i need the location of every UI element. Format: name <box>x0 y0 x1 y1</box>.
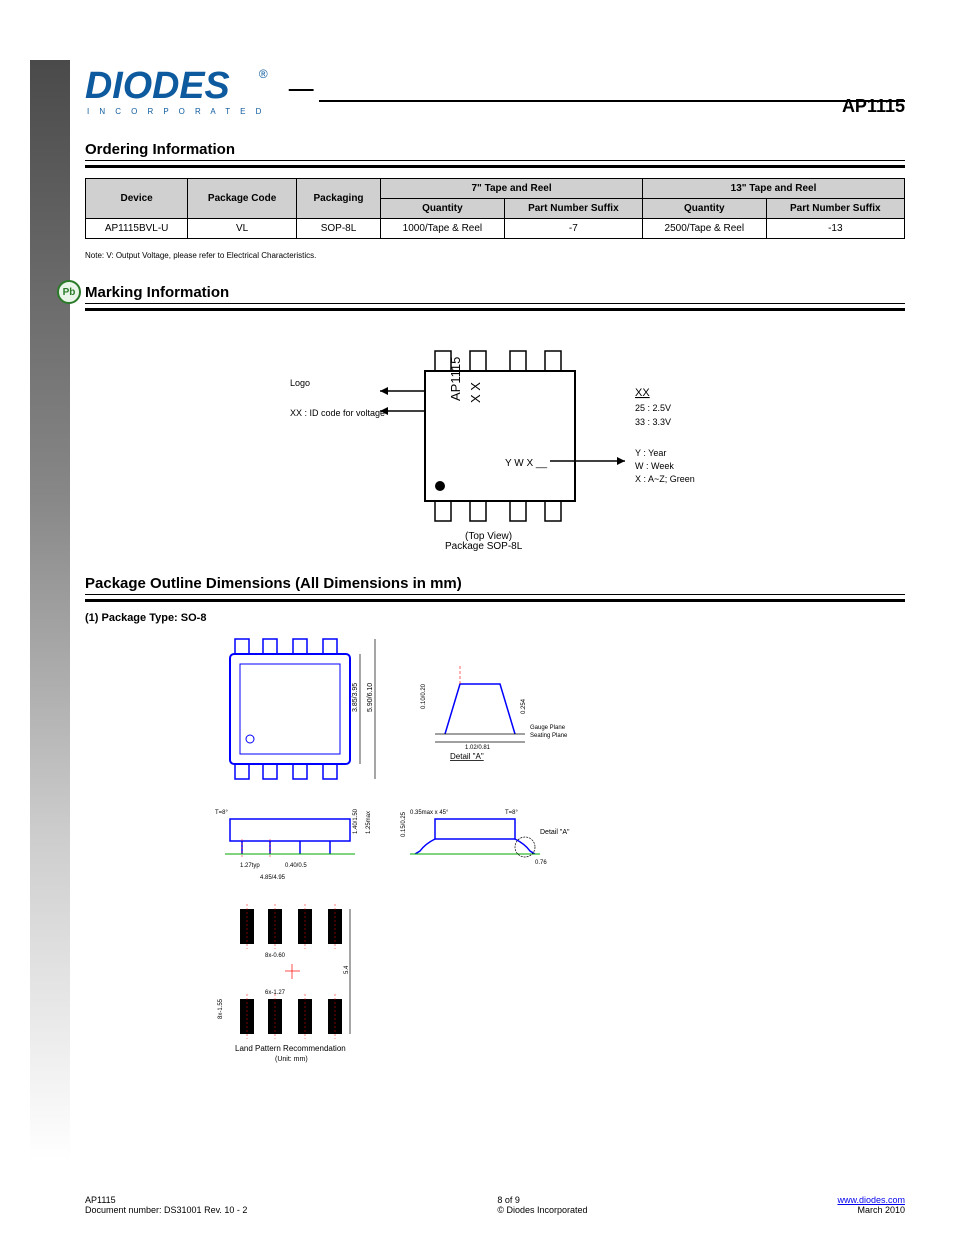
th-qty-13: Quantity <box>643 199 767 219</box>
dim-body-w: 3.85/3.95 <box>352 683 359 712</box>
cell-qty7: 1000/Tape & Reel <box>381 219 505 239</box>
dim-body-len: 4.85/4.95 <box>260 875 286 881</box>
th-suffix-13: Part Number Suffix <box>766 199 904 219</box>
cell-packaging: SOP-8L <box>296 219 380 239</box>
footer-copyright: © Diodes Incorporated <box>497 1205 587 1215</box>
footer-right: www.diodes.com March 2010 <box>837 1195 905 1215</box>
chip-text-xx: X X <box>468 382 483 403</box>
svg-text:®: ® <box>259 67 268 81</box>
marking-diagram: AP1115 X X Y W X __ Logo XX : ID code fo… <box>85 331 905 551</box>
th-reel7: 7" Tape and Reel <box>381 179 643 199</box>
dim-h2: 1.25max <box>366 811 372 834</box>
logo-text: DIODES <box>85 65 230 107</box>
ordering-title: Ordering Information <box>85 141 905 161</box>
main-content: DIODES ® I N C O R P O R A T E D AP1115 … <box>85 58 905 1069</box>
cell-qty13: 2500/Tape & Reel <box>643 219 767 239</box>
package-drawing: 3.85/3.95 5.90/6.10 0.10/0.20 1.02/0.81 … <box>215 634 905 1069</box>
th-device: Device <box>86 179 188 219</box>
footer-date: March 2010 <box>837 1205 905 1215</box>
detail-a-label: Detail "A" <box>450 752 484 761</box>
svg-text:Seating Plane: Seating Plane <box>530 733 568 739</box>
footer-page: 8 of 9 <box>497 1195 587 1205</box>
table-row: AP1115BVL-U VL SOP-8L 1000/Tape & Reel -… <box>86 219 905 239</box>
order-note: Note: V: Output Voltage, please refer to… <box>85 251 905 260</box>
th-packaging: Packaging <box>296 179 380 219</box>
dim-pad-pitch: 6x-1.27 <box>265 990 286 996</box>
dim-gap: 5.4 <box>344 965 350 974</box>
th-reel13: 13" Tape and Reel <box>643 179 905 199</box>
th-suffix-7: Part Number Suffix <box>504 199 642 219</box>
label-w: W : Week <box>635 461 674 471</box>
dim-pad-len: 8x-1.55 <box>218 998 224 1019</box>
package-title-rule <box>85 599 905 602</box>
left-gradient-bar <box>30 60 70 1160</box>
package-subtitle: (1) Package Type: SO-8 <box>85 612 905 624</box>
header-rule <box>319 100 905 102</box>
footer-product: AP1115 <box>85 1195 247 1205</box>
land-title: Land Pattern Recommendation <box>235 1044 346 1053</box>
label-y: Y : Year <box>635 448 666 458</box>
cell-suffix7: -7 <box>504 219 642 239</box>
ordering-table: Device Package Code Packaging 7" Tape an… <box>85 178 905 239</box>
dim-lead: 0.40/0.5 <box>285 863 307 869</box>
package-title: Package Outline Dimensions (All Dimensio… <box>85 575 905 595</box>
dim-lead2: 0.15/0.25 <box>401 811 407 837</box>
label-logo: Logo <box>290 378 310 388</box>
marking-title-rule <box>85 308 905 311</box>
footer-left: AP1115 Document number: DS31001 Rev. 10 … <box>85 1195 247 1215</box>
diodes-logo: DIODES ® I N C O R P O R A T E D <box>85 58 314 128</box>
footer-doc: Document number: DS31001 Rev. 10 - 2 <box>85 1205 247 1215</box>
gauge-plane: Gauge Plane <box>530 725 566 731</box>
logo-area: DIODES ® I N C O R P O R A T E D <box>85 58 905 128</box>
dim-h1: 1.40/1.50 <box>353 808 359 834</box>
dim-pitch: 1.27typ <box>240 863 260 869</box>
footer-url[interactable]: www.diodes.com <box>837 1195 905 1205</box>
marking-svg: AP1115 X X Y W X __ Logo XX : ID code fo… <box>245 331 745 551</box>
page-footer: AP1115 Document number: DS31001 Rev. 10 … <box>85 1195 905 1215</box>
dim-d3: 0.254 <box>521 698 527 714</box>
dim-chamfer: 0.35max x 45° <box>410 810 449 816</box>
cell-device: AP1115BVL-U <box>86 219 188 239</box>
chip-text-ap1115: AP1115 <box>448 357 463 401</box>
cell-suffix13: -13 <box>766 219 904 239</box>
label-25v: 25 : 2.5V <box>635 403 671 413</box>
dim-radius: 0.76 <box>535 860 547 866</box>
label-package: Package SOP-8L <box>445 541 523 551</box>
detail-a-ref: Detail "A" <box>540 829 570 836</box>
th-qty-7: Quantity <box>381 199 505 219</box>
th-package-code: Package Code <box>188 179 297 219</box>
dim-d1: 0.10/0.20 <box>421 683 427 709</box>
lead-free-badge: Pb <box>57 280 81 304</box>
label-33v: 33 : 3.3V <box>635 417 671 427</box>
marking-title: Marking Information <box>85 284 905 304</box>
land-unit: (Unit: mm) <box>275 1056 308 1063</box>
label-xx-header: XX <box>635 387 650 399</box>
footer-center: 8 of 9 © Diodes Incorporated <box>497 1195 587 1215</box>
chip-date: Y W X __ <box>505 458 547 469</box>
dim-overall-w: 5.90/6.10 <box>367 683 374 712</box>
dim-angle1: T=8° <box>215 810 229 816</box>
dim-angle2: T=8° <box>505 810 519 816</box>
label-x: X : A~Z; Green <box>635 474 695 484</box>
dim-pad-w: 8x-0.60 <box>265 953 286 959</box>
cell-package-code: VL <box>188 219 297 239</box>
ordering-title-rule <box>85 165 905 168</box>
table-header-row: Device Package Code Packaging 7" Tape an… <box>86 179 905 199</box>
label-id: XX : ID code for voltage <box>290 408 385 418</box>
package-svg: 3.85/3.95 5.90/6.10 0.10/0.20 1.02/0.81 … <box>215 634 595 1064</box>
dim-d2: 1.02/0.81 <box>465 745 491 751</box>
logo-subtext: I N C O R P O R A T E D <box>87 107 265 116</box>
